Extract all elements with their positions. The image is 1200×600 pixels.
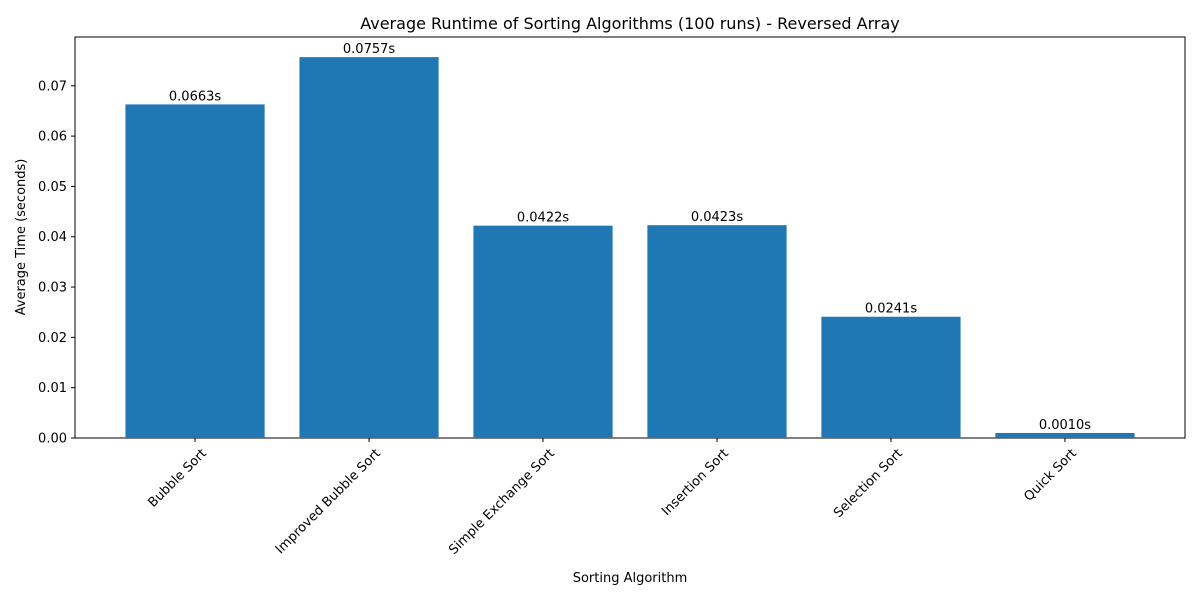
bar: [473, 225, 613, 438]
value-label: 0.0241s: [865, 302, 917, 317]
y-tick-label: 0.02: [38, 331, 67, 346]
value-label: 0.0757s: [343, 42, 395, 57]
y-tick-label: 0.00: [38, 432, 67, 447]
x-tick-label: Improved Bubble Sort: [273, 446, 384, 557]
x-tick-label: Simple Exchange Sort: [446, 446, 558, 558]
y-tick-label: 0.03: [38, 281, 67, 296]
value-label: 0.0423s: [691, 210, 743, 225]
bar: [821, 316, 961, 438]
y-tick-label: 0.06: [38, 130, 67, 145]
y-tick-label: 0.05: [38, 180, 67, 195]
x-tick-label: Selection Sort: [831, 446, 906, 521]
x-tick-label: Insertion Sort: [659, 446, 732, 519]
y-axis-label: Average Time (seconds): [14, 159, 29, 316]
value-label: 0.0422s: [517, 211, 569, 226]
chart-title: Average Runtime of Sorting Algorithms (1…: [360, 14, 900, 33]
bar: [995, 432, 1135, 438]
y-tick-label: 0.07: [38, 79, 67, 94]
x-tick-label: Bubble Sort: [145, 446, 209, 510]
x-axis-label: Sorting Algorithm: [573, 571, 688, 586]
y-tick-label: 0.01: [38, 381, 67, 396]
value-label: 0.0010s: [1039, 418, 1091, 433]
bar: [125, 104, 265, 439]
plot-frame: [74, 36, 1186, 439]
value-label: 0.0663s: [169, 89, 221, 104]
bar: [647, 225, 787, 438]
y-tick-label: 0.04: [38, 230, 67, 245]
x-tick-label: Quick Sort: [1021, 446, 1079, 504]
bar: [299, 57, 439, 439]
